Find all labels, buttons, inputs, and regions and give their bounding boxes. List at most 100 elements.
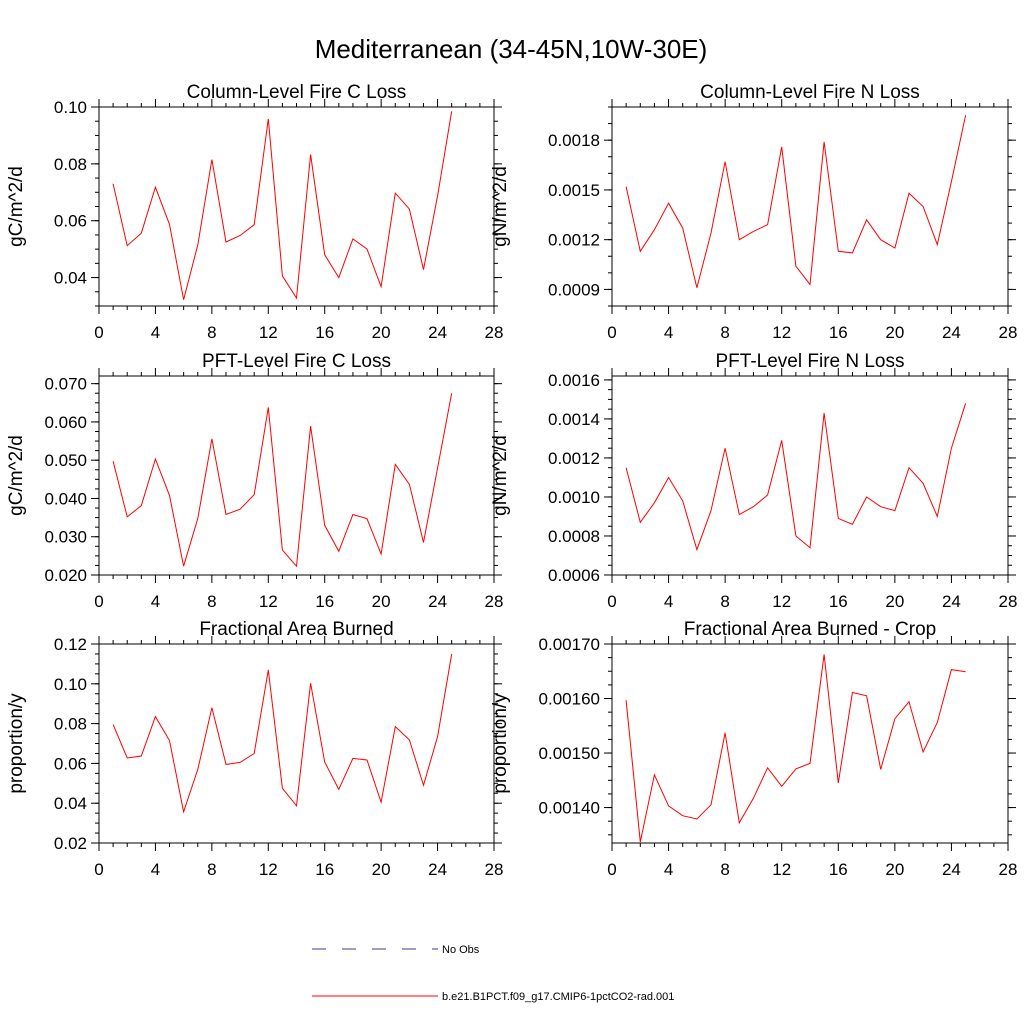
x-tick-label: 12 (772, 323, 791, 342)
x-tick-label: 24 (428, 860, 447, 879)
panel-1: Column-Level Fire C Loss 0 4 8 12 16 20 24 28 0.0… (6, 82, 503, 342)
x-tick-label: 24 (942, 860, 961, 879)
y-tick-label: 0.0009 (548, 280, 600, 299)
y-tick-label: 0.08 (54, 155, 87, 174)
plot-frame (611, 643, 1009, 844)
y-tick-label: 0.070 (44, 375, 87, 394)
main-title: Mediterranean (34-45N,10W-30E) (315, 34, 708, 64)
x-tick-label: 4 (151, 860, 160, 879)
x-tick-label: 24 (942, 592, 961, 611)
x-tick-label: 8 (207, 592, 216, 611)
y-tick-label: 0.030 (44, 528, 87, 547)
x-tick-label: 4 (151, 323, 160, 342)
x-tick-label: 4 (664, 323, 673, 342)
x-tick-label: 12 (259, 592, 278, 611)
x-tick-label: 20 (372, 860, 391, 879)
x-tick-label: 20 (885, 592, 904, 611)
series-line (625, 403, 967, 552)
panel-title: Column-Level Fire N Loss (700, 82, 920, 103)
panel-6: Fractional Area Burned - Crop 0 4 8 12 16 20 24… (490, 619, 1017, 879)
panel-2: Column-Level Fire N Loss 0 4 8 12 16 20 24 28 0.0… (490, 82, 1017, 342)
x-tick-label: 28 (485, 323, 504, 342)
x-tick-label: 16 (829, 323, 848, 342)
x-tick-label: 12 (772, 592, 791, 611)
y-tick-label: 0.00140 (539, 799, 600, 818)
series-line (112, 111, 453, 300)
panel-title: Fractional Area Burned (199, 619, 393, 640)
y-tick-label: 0.0016 (548, 371, 600, 390)
y-axis-label: gC/m^2/d (6, 435, 27, 516)
x-tick-label: 8 (720, 860, 729, 879)
y-tick-label: 0.050 (44, 451, 87, 470)
series-line (625, 115, 967, 288)
x-tick-label: 0 (94, 592, 103, 611)
series-line (112, 653, 453, 814)
panels: Column-Level Fire C Loss 0 4 8 12 16 20 24 28 0.0… (6, 82, 1017, 879)
x-tick-label: 12 (259, 323, 278, 342)
x-tick-label: 20 (372, 592, 391, 611)
x-tick-label: 16 (829, 592, 848, 611)
panel-3: PFT-Level Fire C Loss 0 4 8 12 16 20 24 28 0.020 0… (6, 351, 503, 611)
y-tick-label: 0.04 (54, 269, 87, 288)
x-tick-label: 4 (151, 592, 160, 611)
y-tick-label: 0.0018 (548, 131, 600, 150)
x-tick-label: 16 (315, 860, 334, 879)
y-tick-label: 0.020 (44, 566, 87, 585)
legend-label-no-obs: No Obs (442, 944, 480, 956)
y-axis-label: gC/m^2/d (6, 166, 27, 247)
x-tick-label: 16 (315, 323, 334, 342)
x-tick-label: 8 (207, 860, 216, 879)
y-tick-label: 0.0006 (548, 566, 600, 585)
x-tick-label: 12 (259, 860, 278, 879)
x-tick-label: 8 (207, 323, 216, 342)
y-tick-label: 0.0015 (548, 181, 600, 200)
y-tick-label: 0.0012 (548, 449, 600, 468)
plot-frame (98, 375, 495, 576)
x-tick-label: 24 (942, 323, 961, 342)
x-tick-label: 24 (428, 592, 447, 611)
x-tick-label: 12 (772, 860, 791, 879)
x-tick-label: 20 (885, 860, 904, 879)
x-tick-label: 0 (607, 592, 616, 611)
y-tick-label: 0.08 (54, 715, 87, 734)
y-tick-label: 0.06 (54, 212, 87, 231)
x-tick-label: 16 (315, 592, 334, 611)
y-tick-label: 0.0010 (548, 488, 600, 507)
plot-frame (98, 643, 495, 844)
y-axis-label: proportion/y (6, 693, 27, 794)
x-tick-label: 20 (885, 323, 904, 342)
y-tick-label: 0.060 (44, 413, 87, 432)
panel-title: PFT-Level Fire N Loss (716, 351, 905, 372)
x-tick-label: 28 (999, 592, 1018, 611)
panel-title: PFT-Level Fire C Loss (202, 351, 391, 372)
y-tick-label: 0.0012 (548, 231, 600, 250)
legend-label-model-run: b.e21.B1PCT.f09_g17.CMIP6-1pctCO2-rad.00… (442, 991, 674, 1003)
y-tick-label: 0.06 (54, 754, 87, 773)
series-line (625, 654, 966, 843)
panel-title: Column-Level Fire C Loss (187, 82, 407, 103)
x-tick-label: 4 (664, 592, 673, 611)
y-axis-label: proportion/y (490, 693, 511, 794)
x-tick-label: 28 (485, 860, 504, 879)
y-tick-label: 0.00150 (539, 744, 600, 763)
x-tick-label: 20 (372, 323, 391, 342)
x-tick-label: 8 (720, 323, 729, 342)
plot-frame (98, 106, 495, 307)
x-tick-label: 0 (94, 323, 103, 342)
y-tick-label: 0.0008 (548, 527, 600, 546)
x-tick-label: 8 (720, 592, 729, 611)
panel-title: Fractional Area Burned - Crop (684, 619, 936, 640)
x-tick-label: 28 (485, 592, 504, 611)
panel-5: Fractional Area Burned 0 4 8 12 16 20 24 28 0.02 0… (6, 619, 503, 879)
x-tick-label: 28 (999, 323, 1018, 342)
legend: No Obs b.e21.B1PCT.f09_g17.CMIP6-1pctCO2… (312, 944, 674, 1003)
y-tick-label: 0.10 (54, 675, 87, 694)
x-tick-label: 4 (664, 860, 673, 879)
x-tick-label: 16 (829, 860, 848, 879)
y-tick-label: 0.0014 (548, 410, 600, 429)
y-axis-label: gN/m^2/d (490, 166, 511, 247)
series-line (112, 393, 453, 568)
y-tick-label: 0.040 (44, 489, 87, 508)
x-tick-label: 0 (94, 860, 103, 879)
y-tick-label: 0.02 (54, 834, 87, 853)
